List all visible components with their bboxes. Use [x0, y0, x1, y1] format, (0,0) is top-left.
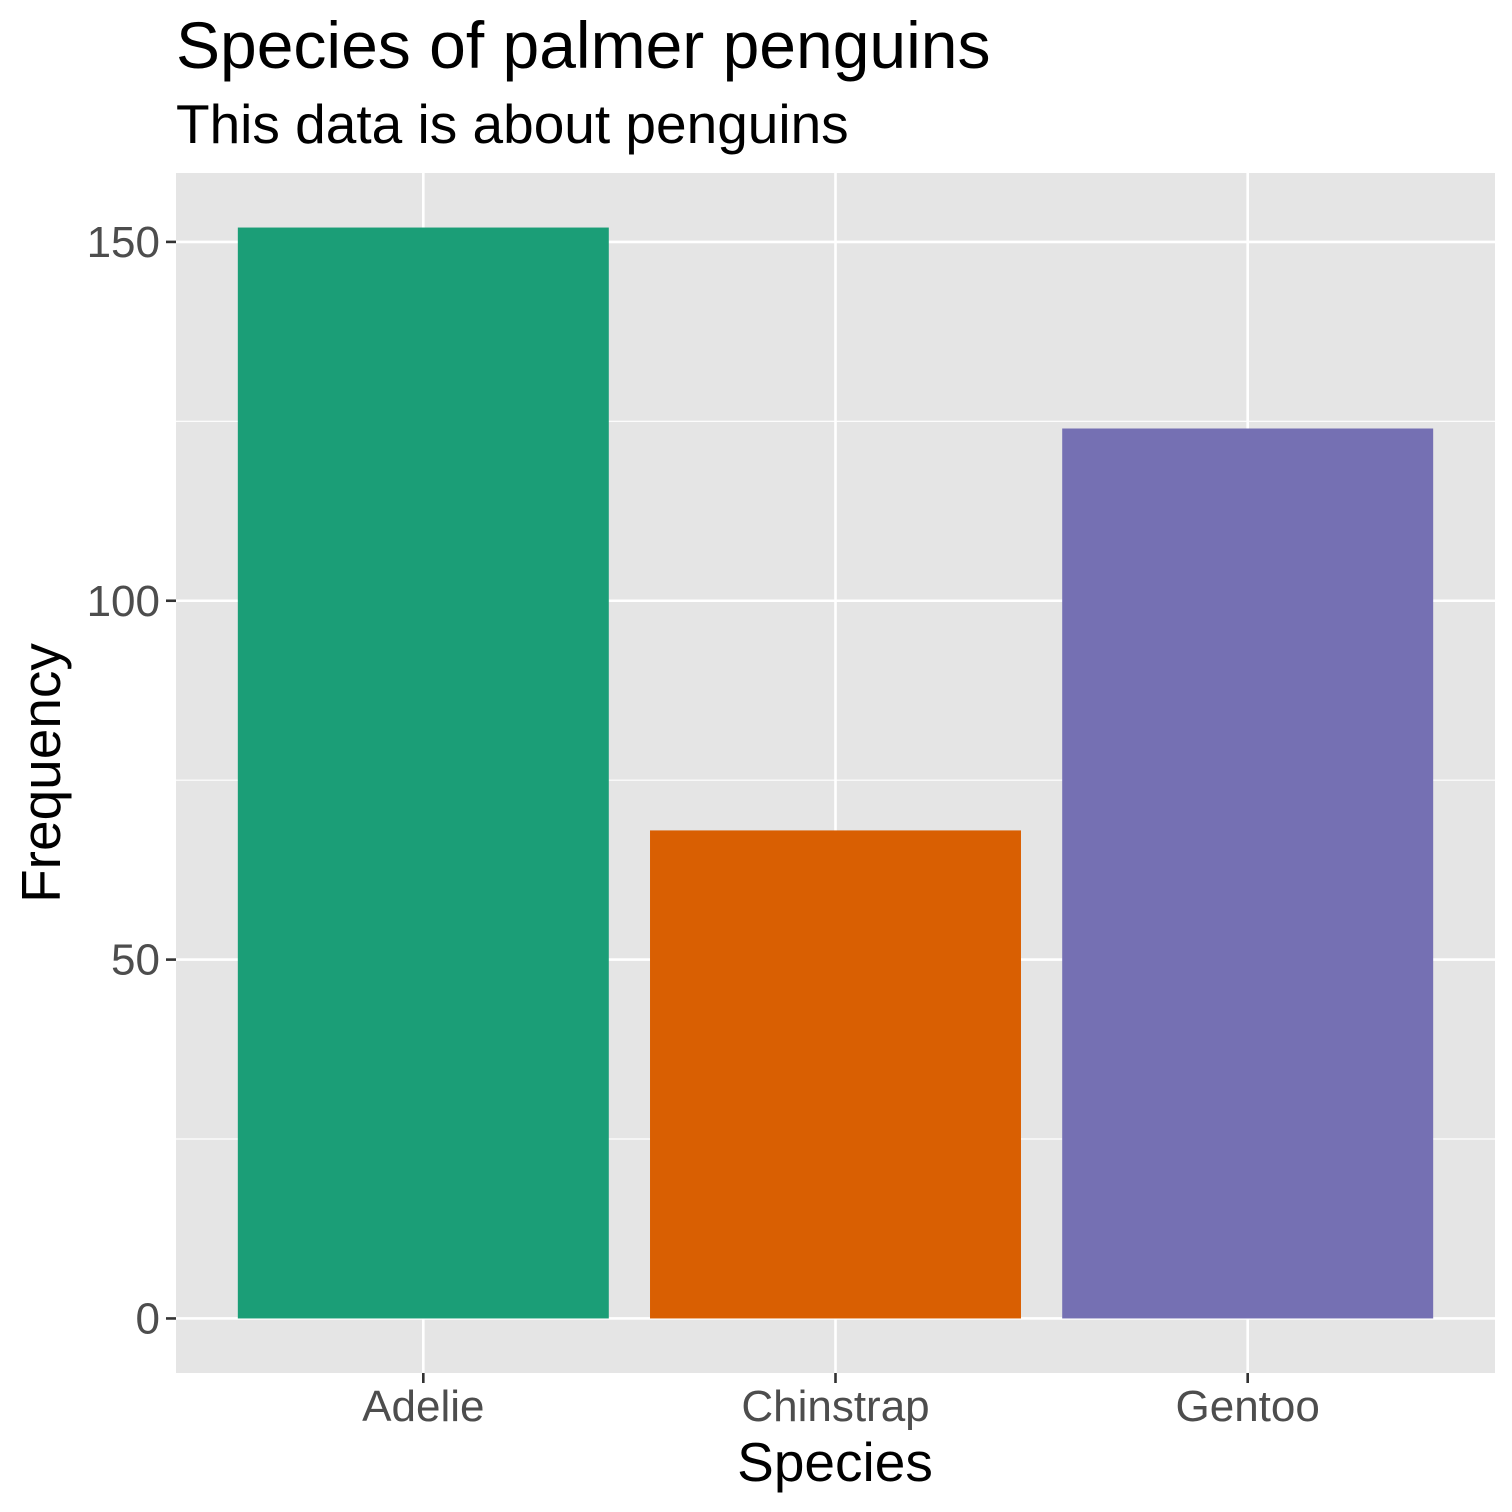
x-tick-label: Gentoo — [1176, 1382, 1320, 1431]
y-tick-label: 50 — [111, 936, 160, 985]
y-tick-label: 150 — [87, 218, 160, 267]
x-tick-label: Chinstrap — [741, 1382, 929, 1431]
y-tick-label: 0 — [136, 1294, 160, 1343]
y-axis-title: Frequency — [10, 643, 72, 903]
chart-subtitle: This data is about penguins — [176, 93, 849, 155]
chart-title: Species of palmer penguins — [176, 8, 991, 82]
y-tick-label: 100 — [87, 577, 160, 626]
bar-gentoo — [1062, 428, 1434, 1319]
x-tick-label: Adelie — [362, 1382, 484, 1431]
x-axis-title: Species — [737, 1431, 933, 1493]
bars — [237, 227, 1434, 1319]
bar-chinstrap — [650, 830, 1021, 1319]
x-axis-ticks: Adelie Chinstrap Gentoo — [362, 1373, 1320, 1431]
bar-adelie — [237, 227, 609, 1319]
y-axis-ticks: 0 50 100 150 — [87, 218, 176, 1343]
